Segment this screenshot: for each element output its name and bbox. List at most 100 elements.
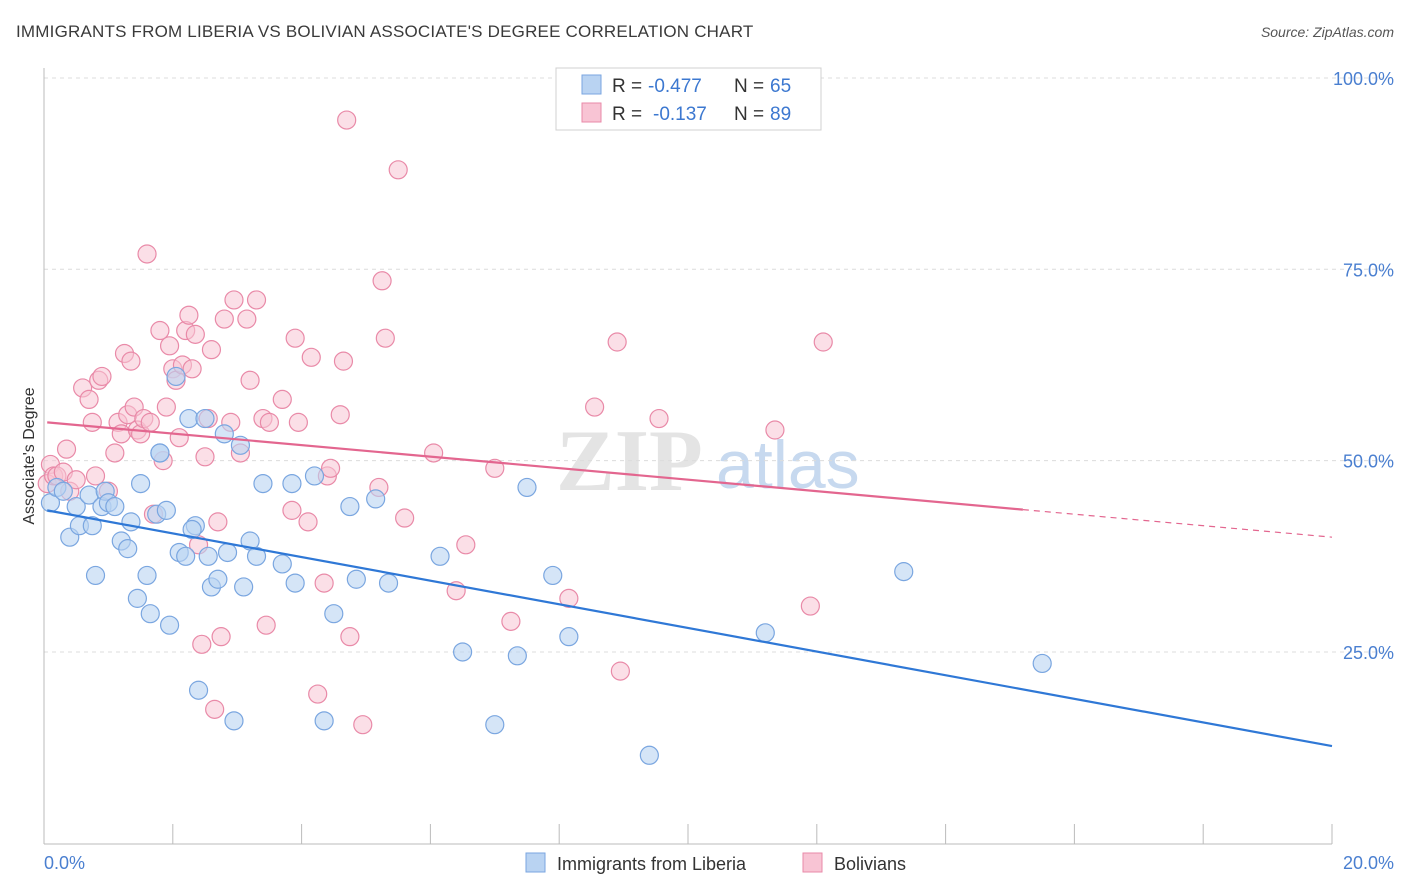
point-bolivians — [137, 244, 157, 264]
point-bolivians — [85, 466, 106, 486]
point-liberia — [224, 711, 244, 731]
point-bolivians — [246, 290, 267, 310]
watermark-zip: ZIP — [556, 413, 703, 510]
point-liberia — [127, 588, 147, 608]
point-liberia — [214, 424, 234, 444]
point-bolivians — [333, 351, 354, 371]
point-bolivians — [285, 328, 305, 348]
point-liberia — [156, 500, 176, 520]
point-bolivians — [211, 627, 231, 647]
point-bolivians — [56, 439, 77, 459]
point-liberia — [639, 745, 659, 765]
legend-n-label-bolivians: N = — [734, 104, 764, 125]
point-bolivians — [337, 110, 357, 130]
legend-swatch-liberia — [581, 74, 602, 95]
legend-n-value-liberia: 65 — [770, 76, 791, 97]
point-bolivians — [765, 420, 785, 440]
x-tick-label-max: 20.0% — [1343, 853, 1394, 873]
point-bolivians — [353, 715, 373, 735]
legend-r-label-bolivians: R = — [612, 104, 642, 125]
point-bolivians — [559, 588, 579, 608]
point-bolivians — [201, 340, 222, 360]
point-bolivians — [388, 160, 408, 180]
point-liberia — [304, 466, 325, 486]
point-bolivians — [259, 412, 279, 432]
gridlines — [44, 77, 1394, 653]
source-attribution: Source: ZipAtlas.com — [1260, 24, 1394, 40]
series-legend: Immigrants from Liberia Bolivians — [525, 852, 906, 874]
point-liberia — [188, 680, 209, 700]
legend-n-value-bolivians: 89 — [770, 104, 791, 125]
y-tick-labels: 25.0% 50.0% 75.0% 100.0% — [1333, 69, 1394, 663]
point-bolivians — [79, 389, 99, 410]
point-bolivians — [320, 458, 341, 478]
x-ticks — [43, 824, 1333, 844]
y-tick-label-75: 75.0% — [1343, 260, 1394, 280]
point-bolivians — [105, 443, 125, 463]
legend-r-label-liberia: R = — [612, 76, 642, 97]
point-bolivians — [501, 611, 521, 631]
point-liberia — [179, 408, 199, 429]
series-bolivians-points — [37, 110, 833, 735]
point-bolivians — [182, 359, 202, 379]
point-bolivians — [272, 389, 292, 410]
point-liberia — [285, 573, 305, 593]
point-bolivians — [256, 615, 276, 635]
point-bolivians — [585, 397, 605, 417]
point-liberia — [1032, 653, 1052, 674]
point-bolivians — [298, 512, 318, 532]
point-liberia — [131, 473, 151, 494]
point-bolivians — [340, 627, 360, 647]
point-bolivians — [214, 309, 234, 329]
point-bolivians — [192, 634, 212, 654]
bottom-legend-swatch-bolivians — [802, 852, 823, 873]
y-axis-label: Associate's Degree — [21, 387, 38, 524]
point-liberia — [485, 715, 505, 735]
point-bolivians — [140, 412, 160, 432]
point-liberia — [234, 577, 254, 597]
legend-r-value-bolivians: -0.137 — [653, 104, 707, 125]
point-liberia — [140, 604, 160, 624]
trendlines — [47, 421, 1333, 748]
point-liberia — [217, 542, 238, 563]
point-bolivians — [224, 290, 244, 310]
y-tick-label-25: 25.0% — [1343, 643, 1394, 663]
point-bolivians — [121, 351, 141, 371]
point-liberia — [198, 546, 218, 566]
point-liberia — [121, 512, 141, 532]
point-bolivians — [301, 347, 321, 367]
point-liberia — [378, 573, 399, 593]
point-bolivians — [92, 366, 112, 387]
point-liberia — [272, 554, 292, 574]
point-liberia — [182, 519, 202, 540]
point-bolivians — [308, 684, 328, 704]
point-liberia — [253, 473, 273, 494]
point-liberia — [282, 473, 302, 494]
point-bolivians — [179, 305, 199, 325]
point-liberia — [346, 569, 366, 589]
point-liberia — [507, 646, 527, 666]
point-liberia — [85, 565, 106, 586]
trendline-liberia — [47, 509, 1333, 748]
point-liberia — [517, 477, 537, 498]
point-bolivians — [195, 447, 215, 467]
legend-swatch-bolivians — [581, 102, 602, 123]
series-liberia-points — [40, 366, 1052, 765]
point-bolivians — [288, 412, 308, 432]
point-bolivians — [66, 470, 86, 490]
point-bolivians — [185, 324, 205, 344]
point-liberia — [166, 366, 186, 387]
watermark-atlas: atlas — [716, 427, 860, 503]
point-liberia — [105, 496, 125, 517]
legend-r-value-liberia: -0.477 — [648, 76, 702, 97]
point-liberia — [159, 615, 180, 635]
x-tick-label-min: 0.0% — [44, 853, 85, 873]
y-tick-label-100: 100.0% — [1333, 69, 1394, 89]
trendline-bolivians-extension — [1022, 509, 1333, 538]
point-bolivians — [82, 412, 102, 432]
point-liberia — [314, 711, 334, 731]
trendline-bolivians — [47, 421, 1023, 511]
point-bolivians — [372, 271, 392, 291]
point-liberia — [559, 627, 579, 647]
point-liberia — [894, 562, 914, 582]
